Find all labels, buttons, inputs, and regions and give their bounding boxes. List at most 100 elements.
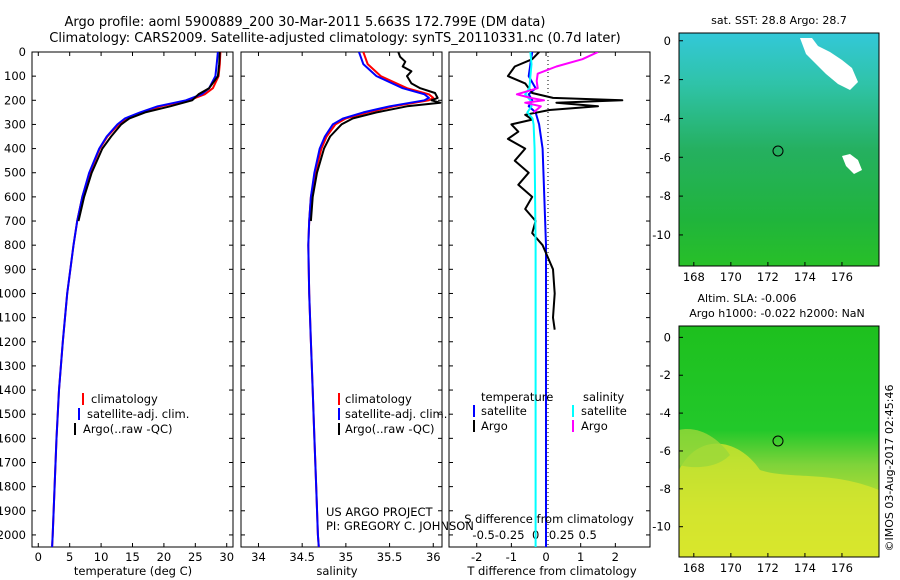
legend-label-argo: Argo(..raw -QC) <box>83 422 173 436</box>
series-line <box>527 52 547 547</box>
sla-map-frame <box>678 325 880 558</box>
depth-tick-label: 1600 <box>0 431 26 445</box>
sla-map <box>678 325 880 558</box>
salinity-xlabel: salinity <box>316 564 357 578</box>
x-tick-label: 25 <box>188 550 203 564</box>
map-y-tick-label: -4 <box>660 406 671 420</box>
sst-map <box>678 32 880 267</box>
depth-tick-label: 1900 <box>0 504 26 518</box>
map-y-tick-label: 0 <box>664 34 671 48</box>
legend-heading-temperature: temperature <box>481 390 553 404</box>
depth-tick-label: 1000 <box>0 286 26 300</box>
land-mask <box>842 154 862 174</box>
depth-tick-label: 500 <box>4 166 26 180</box>
x-tick-label: 0 <box>542 550 549 564</box>
x2-tick-label: 0.5 <box>578 528 596 542</box>
x-tick-label: 35 <box>339 550 354 564</box>
argo-location-marker <box>772 145 784 157</box>
depth-tick-label: 400 <box>4 142 26 156</box>
sla-map-axes: 168 170 172 174 176 0 -2 -4 -6 -8 -10 <box>652 330 853 575</box>
series-line <box>51 52 222 547</box>
x-tick-label: 20 <box>157 550 172 564</box>
map-y-tick-label: -8 <box>660 189 671 203</box>
x-tick-label: -2 <box>471 550 482 564</box>
x-tick-label: 10 <box>94 550 109 564</box>
x-tick-label: 1 <box>577 550 584 564</box>
project-pi: PI: GREGORY C. JOHNSON <box>326 519 474 533</box>
legend-label-s-satellite: satellite <box>581 404 627 418</box>
x-tick-label: 0 <box>35 550 42 564</box>
map-x-tick-label: 172 <box>757 561 779 575</box>
map-y-tick-label: -2 <box>660 368 671 382</box>
series-line <box>506 52 624 330</box>
depth-tick-label: 1100 <box>0 311 26 325</box>
depth-tick-label: 0 <box>19 45 26 59</box>
salinity-legend: climatology satellite-adj. clim. Argo(..… <box>338 392 447 436</box>
title-line-2: Climatology: CARS2009. Satellite-adjuste… <box>49 31 621 46</box>
t-difference-xlabel: T difference from climatology <box>466 564 637 578</box>
legend-label-satellite: satellite-adj. clim. <box>87 407 189 421</box>
depth-tick-label: 1700 <box>0 455 26 469</box>
legend-label-s-argo: Argo <box>581 419 608 433</box>
watermark: ©IMOS 03-Aug-2017 02:45:46 <box>883 385 896 552</box>
legend-label-climatology: climatology <box>91 392 158 406</box>
temperature-legend: climatology satellite-adj. clim. Argo(..… <box>74 392 189 436</box>
map-x-tick-label: 172 <box>757 270 779 284</box>
series-line <box>524 52 537 547</box>
x-axes: 0 5 10 15 20 25 30 34 34.5 35 35.5 36 -2 -1 0 1 2 -0.5 -0.… <box>35 52 619 564</box>
difference-series <box>506 52 624 547</box>
sst-map-axes: 168 170 172 174 176 0 -2 -4 -6 -8 -10 <box>652 34 853 284</box>
depth-axis: 0 100 200 300 400 500 600 700 800 900 1000 1100 1200… <box>0 45 650 542</box>
map-y-tick-label: -10 <box>652 228 671 242</box>
map-x-tick-label: 174 <box>794 270 816 284</box>
map-y-tick-label: -6 <box>660 444 671 458</box>
map-y-tick-label: -8 <box>660 482 671 496</box>
temperature-series <box>51 52 222 547</box>
map-y-tick-label: 0 <box>664 330 671 344</box>
legend-label-t-satellite: satellite <box>481 404 527 418</box>
series-line <box>309 52 442 222</box>
depth-tick-label: 1500 <box>0 407 26 421</box>
difference-legend: temperature salinity satellite Argo sate… <box>473 390 627 433</box>
legend-label-satellite: satellite-adj. clim. <box>345 407 447 421</box>
land-mask <box>800 38 858 90</box>
map-y-tick-label: -6 <box>660 150 671 164</box>
map-y-tick-label: -4 <box>660 111 671 125</box>
sst-map-title: sat. SST: 28.8 Argo: 28.7 <box>711 14 847 27</box>
temperature-xlabel: temperature (deg C) <box>74 564 192 578</box>
map-x-tick-label: 168 <box>683 270 705 284</box>
series-line <box>77 52 221 222</box>
map-x-tick-label: 170 <box>720 270 742 284</box>
depth-tick-label: 1800 <box>0 480 26 494</box>
series-line <box>307 52 430 547</box>
x-tick-label: 36 <box>426 550 441 564</box>
title-line-1: Argo profile: aoml 5900889_200 30-Mar-20… <box>65 15 546 30</box>
x2-tick-label: -0.25 <box>495 528 525 542</box>
depth-tick-label: 1400 <box>0 383 26 397</box>
map-y-tick-label: -2 <box>660 73 671 87</box>
sla-anomaly-patch <box>679 443 879 557</box>
x-tick-label: 2 <box>612 550 619 564</box>
depth-tick-label: 1300 <box>0 359 26 373</box>
x-tick-label: 35.5 <box>377 550 403 564</box>
sla-map-title-1: Altim. SLA: -0.006 <box>697 292 796 305</box>
legend-heading-salinity: salinity <box>583 390 624 404</box>
map-x-tick-label: 170 <box>720 561 742 575</box>
sla-anomaly-patch <box>679 429 730 468</box>
difference-plot-frame <box>448 51 651 548</box>
x-tick-label: 34 <box>251 550 266 564</box>
salinity-series <box>307 52 442 547</box>
legend-label-argo: Argo(..raw -QC) <box>345 422 435 436</box>
depth-tick-label: 2000 <box>0 528 26 542</box>
legend-label-t-argo: Argo <box>481 419 508 433</box>
salinity-plot-frame <box>240 51 443 548</box>
temperature-plot-frame <box>31 51 234 548</box>
map-x-tick-label: 176 <box>831 561 853 575</box>
series-line <box>51 52 219 547</box>
map-x-tick-label: 176 <box>831 270 853 284</box>
x2-tick-label: -0.5 <box>472 528 494 542</box>
s-difference-xlabel: S difference from climatology <box>464 512 634 526</box>
depth-tick-label: 200 <box>4 93 26 107</box>
x-tick-label: 15 <box>125 550 140 564</box>
